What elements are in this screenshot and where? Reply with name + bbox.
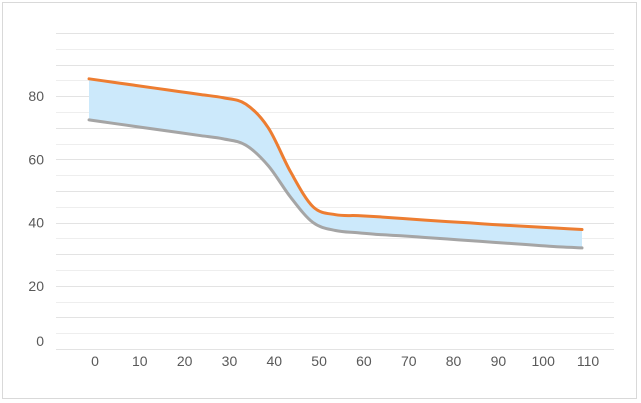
range-band [89,78,582,248]
y-tick-label: 60 [28,151,44,167]
x-tick-label: 70 [401,353,417,369]
x-tick-label: 100 [532,353,556,369]
range-band-fill [89,78,582,248]
series-lines [87,77,584,250]
x-tick-label: 110 [577,353,600,369]
x-tick-label: 30 [222,353,238,369]
y-tick-label: 40 [28,215,44,231]
series-line-upper [87,77,584,232]
x-axis-labels: 0 10 20 30 40 50 60 70 80 90 100 110 [91,353,599,369]
x-tick-label: 40 [266,353,282,369]
x-tick-label: 60 [356,353,372,369]
x-tick-label: 50 [311,353,327,369]
y-axis-labels: 0 20 40 60 80 [28,88,44,349]
x-tick-label: 80 [446,353,462,369]
series-line-lower [87,118,584,250]
x-tick-label: 0 [91,353,99,369]
x-tick-label: 90 [491,353,507,369]
y-tick-label: 20 [28,278,44,294]
y-tick-label: 0 [36,333,44,349]
gridlines [56,33,614,350]
y-tick-label: 80 [28,88,44,104]
x-tick-label: 10 [132,353,148,369]
chart-area [2,2,637,399]
x-tick-label: 20 [177,353,193,369]
